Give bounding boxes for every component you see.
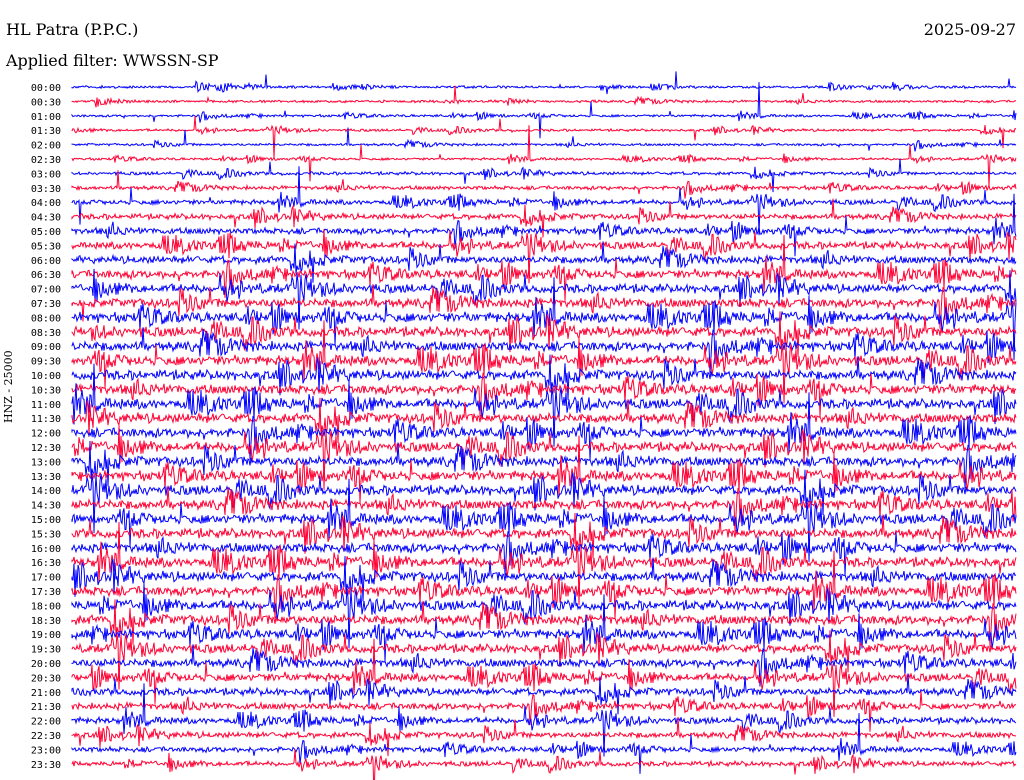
row-time-label: 19:00 bbox=[31, 630, 61, 641]
row-time-label: 03:00 bbox=[31, 169, 61, 180]
trace-line bbox=[71, 583, 1017, 649]
row-time-label: 20:00 bbox=[31, 659, 61, 670]
row-time-label: 10:30 bbox=[31, 385, 61, 396]
trace-line bbox=[71, 158, 1017, 193]
row-time-label: 23:00 bbox=[31, 745, 61, 756]
trace-line bbox=[71, 530, 1017, 576]
trace-line bbox=[71, 478, 1017, 562]
trace-line bbox=[71, 630, 1017, 690]
trace-line bbox=[71, 193, 1017, 257]
trace-line bbox=[71, 550, 1017, 619]
trace-line bbox=[71, 512, 1017, 559]
row-time-label: 13:30 bbox=[31, 472, 61, 483]
trace-line bbox=[71, 228, 1017, 284]
trace-line bbox=[71, 372, 1017, 418]
trace-line bbox=[71, 241, 1017, 283]
row-time-label: 00:00 bbox=[31, 83, 61, 94]
trace-line bbox=[71, 363, 1017, 447]
trace-line bbox=[71, 713, 1017, 774]
trace-line bbox=[71, 327, 1017, 374]
row-time-label: 05:00 bbox=[31, 227, 61, 238]
trace-line bbox=[71, 166, 1017, 236]
row-time-label: 11:30 bbox=[31, 414, 61, 425]
trace-line bbox=[71, 311, 1017, 357]
trace-line bbox=[71, 125, 1017, 188]
row-time-label: 02:30 bbox=[31, 155, 61, 166]
trace-line bbox=[71, 116, 1017, 159]
row-time-label: 17:00 bbox=[31, 573, 61, 584]
row-time-label: 19:30 bbox=[31, 645, 61, 656]
trace-line bbox=[71, 235, 1017, 301]
trace-line bbox=[71, 425, 1017, 490]
row-time-label: 09:00 bbox=[31, 342, 61, 353]
row-time-label: 15:00 bbox=[31, 515, 61, 526]
trace-line bbox=[71, 673, 1017, 715]
trace-line bbox=[71, 749, 1017, 780]
filter-label: Applied filter: WWSSN-SP bbox=[6, 51, 219, 70]
row-time-label: 06:00 bbox=[31, 256, 61, 267]
row-time-label: 13:00 bbox=[31, 457, 61, 468]
row-time-label: 10:00 bbox=[31, 371, 61, 382]
row-time-label: 14:30 bbox=[31, 501, 61, 512]
trace-line bbox=[71, 435, 1017, 504]
trace-line bbox=[71, 71, 1017, 95]
trace-line bbox=[71, 392, 1017, 461]
trace-line bbox=[71, 644, 1017, 687]
row-time-label: 05:30 bbox=[31, 241, 61, 252]
row-time-label: 12:00 bbox=[31, 429, 61, 440]
row-time-label: 08:30 bbox=[31, 328, 61, 339]
row-time-label: 01:00 bbox=[31, 112, 61, 123]
row-time-label: 20:30 bbox=[31, 673, 61, 684]
trace-line bbox=[71, 354, 1017, 400]
trace-line bbox=[71, 82, 1017, 139]
row-time-label: 01:30 bbox=[31, 126, 61, 137]
row-time-label: 04:30 bbox=[31, 213, 61, 224]
trace-line bbox=[71, 85, 1017, 108]
row-time-label: 16:30 bbox=[31, 558, 61, 569]
trace-line bbox=[71, 691, 1017, 732]
row-time-label: 23:30 bbox=[31, 760, 61, 771]
row-time-label: 07:00 bbox=[31, 285, 61, 296]
trace-line bbox=[71, 127, 1017, 152]
row-time-label: 09:30 bbox=[31, 357, 61, 368]
trace-line bbox=[71, 198, 1017, 238]
date-label: 2025-09-27 bbox=[923, 20, 1016, 39]
trace-line bbox=[71, 638, 1017, 717]
trace-line bbox=[71, 521, 1017, 606]
row-time-label: 21:30 bbox=[31, 702, 61, 713]
trace-line bbox=[71, 440, 1017, 489]
row-time-label: 17:30 bbox=[31, 587, 61, 598]
row-time-label: 03:30 bbox=[31, 184, 61, 195]
row-time-label: 16:00 bbox=[31, 544, 61, 555]
row-time-label: 22:00 bbox=[31, 717, 61, 728]
row-time-label: 00:30 bbox=[31, 97, 61, 108]
row-time-label: 04:00 bbox=[31, 198, 61, 209]
row-time-label: 18:00 bbox=[31, 601, 61, 612]
row-time-label: 21:00 bbox=[31, 688, 61, 699]
trace-line bbox=[71, 556, 1017, 602]
row-time-label: 12:30 bbox=[31, 443, 61, 454]
trace-line bbox=[71, 284, 1016, 329]
trace-line bbox=[71, 594, 1017, 662]
row-time-label: 02:00 bbox=[31, 141, 61, 152]
row-time-label: 15:30 bbox=[31, 529, 61, 540]
trace-line bbox=[71, 485, 1017, 532]
row-time-label: 11:00 bbox=[31, 400, 61, 411]
row-time-label: 22:30 bbox=[31, 731, 61, 742]
row-time-label: 14:00 bbox=[31, 486, 61, 497]
trace-line bbox=[71, 170, 1017, 199]
row-time-label: 06:30 bbox=[31, 270, 61, 281]
station-title: HL Patra (P.P.C.) bbox=[6, 20, 139, 39]
trace-line bbox=[71, 277, 1017, 361]
row-time-label: 07:30 bbox=[31, 299, 61, 310]
trace-line bbox=[71, 397, 1017, 444]
trace-line bbox=[71, 268, 1017, 330]
row-time-label: 18:30 bbox=[31, 616, 61, 627]
row-time-label: 08:00 bbox=[31, 313, 61, 324]
